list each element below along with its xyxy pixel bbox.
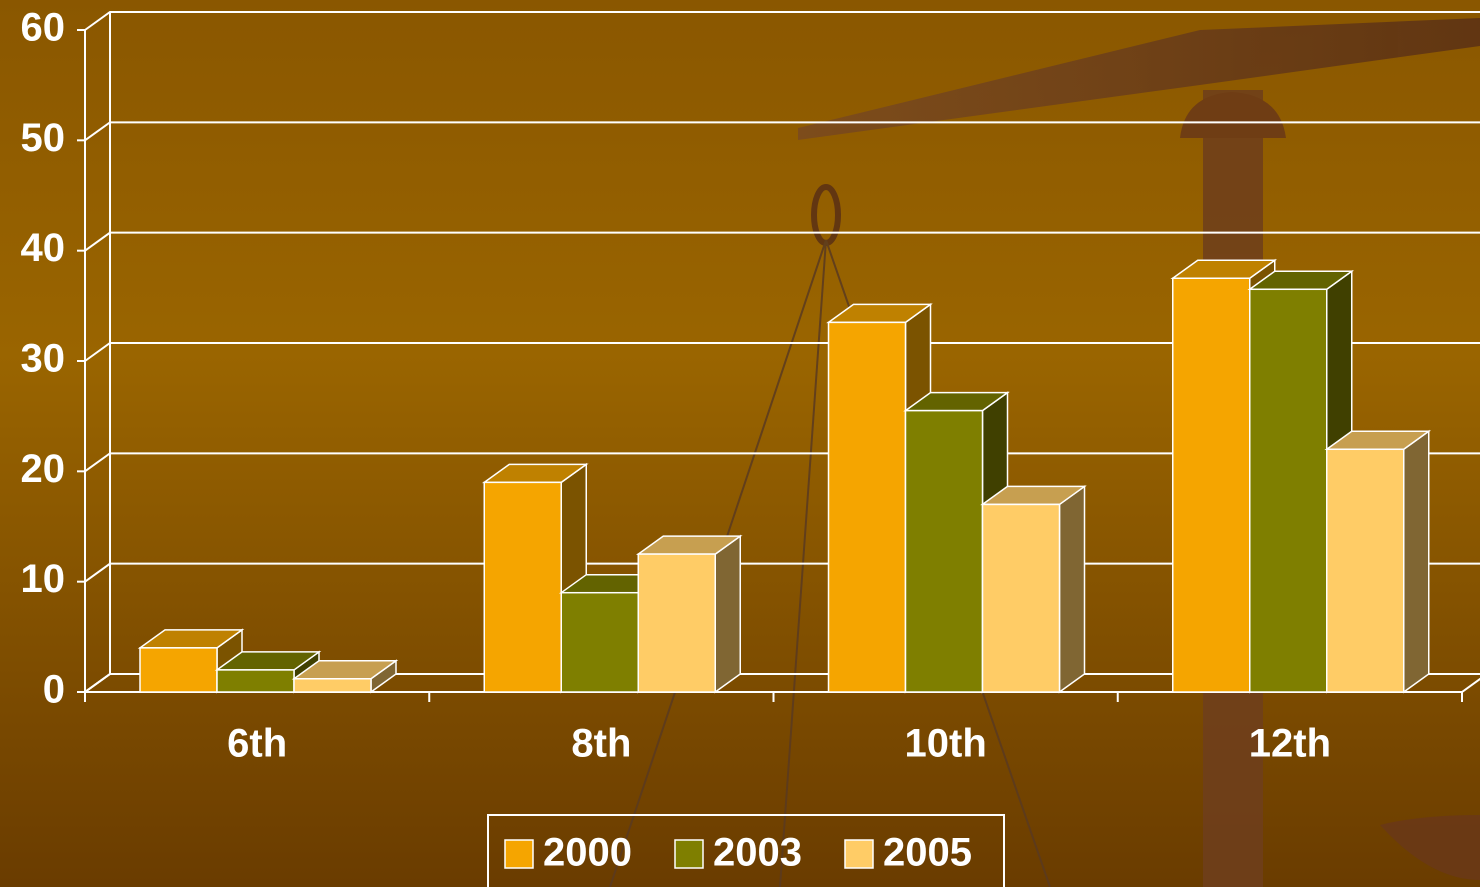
bar-side [1060, 486, 1085, 692]
bar-side [715, 536, 740, 692]
x-tick-label: 10th [905, 722, 987, 766]
bar [217, 670, 294, 692]
y-tick-label: 20 [21, 447, 66, 491]
y-tick-label: 60 [21, 6, 66, 50]
bar [906, 411, 983, 692]
y-tick-label: 10 [21, 557, 66, 601]
bar [829, 322, 906, 692]
legend-label: 2003 [713, 831, 802, 875]
chart: 0 10 20 30 40 50 60 6th 8th 10th 12th 2000 2003 2005 [0, 0, 1480, 887]
bar [1327, 449, 1404, 692]
y-tick-label: 0 [43, 668, 65, 712]
page: {"chart_data": {"type": "bar3d", "catego… [0, 0, 1480, 887]
legend-swatch [845, 840, 873, 868]
bar [983, 504, 1060, 692]
bar [294, 679, 371, 692]
legend-swatch [505, 840, 533, 868]
bar [561, 593, 638, 692]
legend-swatch [675, 840, 703, 868]
bar-side [1404, 431, 1429, 692]
legend-label: 2000 [543, 831, 632, 875]
y-tick-label: 50 [21, 116, 66, 160]
y-tick-label: 30 [21, 337, 66, 381]
x-tick-label: 12th [1249, 722, 1331, 766]
legend-label: 2005 [883, 831, 972, 875]
bar [140, 648, 217, 692]
x-tick-label: 6th [227, 722, 287, 766]
y-tick-label: 40 [21, 226, 66, 270]
bar [1173, 278, 1250, 692]
bar [484, 482, 561, 692]
bar [638, 554, 715, 692]
bar [1250, 289, 1327, 692]
x-tick-label: 8th [571, 722, 631, 766]
